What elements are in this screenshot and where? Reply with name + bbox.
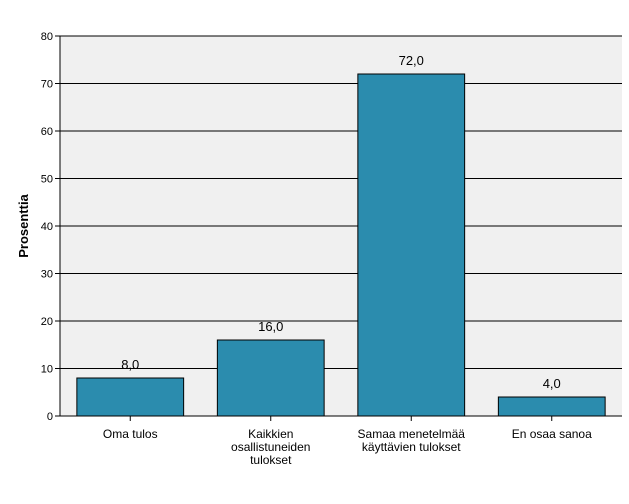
y-tick-label: 10 [41, 364, 53, 376]
category-label: Oma tulos [103, 427, 158, 441]
y-tick-label: 50 [41, 174, 53, 186]
y-axis-title: Prosenttia [16, 193, 31, 257]
bar [357, 73, 466, 417]
gridlines [60, 35, 622, 369]
y-tick-label: 30 [41, 269, 53, 281]
bar [216, 339, 325, 417]
bar [497, 396, 606, 417]
bar [76, 377, 185, 417]
y-tick-label: 20 [41, 316, 53, 328]
category-label: Samaa menetelmää käyttävien tulokset [358, 427, 466, 454]
y-tick-label: 80 [41, 31, 53, 43]
y-tick-label: 40 [41, 221, 53, 233]
category-label: Kaikkien osallistuneiden tulokset [231, 427, 310, 467]
y-tick-label: 0 [47, 411, 53, 423]
category-labels: Oma tulos Kaikkien osallistuneiden tulokset… [103, 416, 592, 467]
data-label: 16,0 [258, 319, 283, 334]
data-label: 72,0 [399, 53, 424, 68]
category-label: En osaa sanoa [512, 427, 592, 441]
data-labels: 8,0 16,0 72,0 4,0 [121, 53, 561, 391]
data-label: 4,0 [543, 376, 561, 391]
y-tick-label: 70 [41, 79, 53, 91]
y-axis-ticks: 0 10 20 30 40 50 60 70 80 [41, 31, 60, 423]
data-label: 8,0 [121, 357, 139, 372]
bars [76, 73, 606, 417]
y-tick-label: 60 [41, 126, 53, 138]
